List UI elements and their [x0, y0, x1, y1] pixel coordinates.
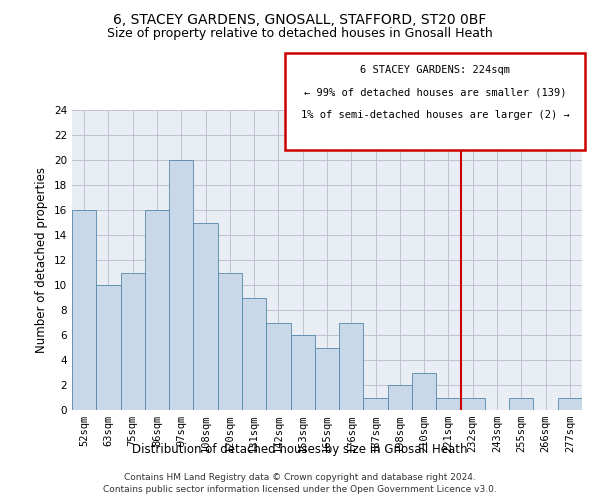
Bar: [242, 298, 266, 410]
Bar: [436, 398, 461, 410]
Text: ← 99% of detached houses are smaller (139): ← 99% of detached houses are smaller (13…: [304, 88, 566, 98]
Text: Distribution of detached houses by size in Gnosall Heath: Distribution of detached houses by size …: [132, 442, 468, 456]
Bar: [339, 322, 364, 410]
Bar: [509, 398, 533, 410]
Bar: [558, 398, 582, 410]
Text: 1% of semi-detached houses are larger (2) →: 1% of semi-detached houses are larger (2…: [301, 110, 569, 120]
Bar: [72, 210, 96, 410]
Bar: [266, 322, 290, 410]
Bar: [315, 348, 339, 410]
Text: 6 STACEY GARDENS: 224sqm: 6 STACEY GARDENS: 224sqm: [360, 65, 510, 75]
Bar: [121, 272, 145, 410]
Text: 6, STACEY GARDENS, GNOSALL, STAFFORD, ST20 0BF: 6, STACEY GARDENS, GNOSALL, STAFFORD, ST…: [113, 12, 487, 26]
Y-axis label: Number of detached properties: Number of detached properties: [35, 167, 49, 353]
Bar: [193, 222, 218, 410]
Bar: [388, 385, 412, 410]
Bar: [96, 285, 121, 410]
Bar: [364, 398, 388, 410]
Bar: [169, 160, 193, 410]
Bar: [218, 272, 242, 410]
Text: Contains HM Land Registry data © Crown copyright and database right 2024.: Contains HM Land Registry data © Crown c…: [124, 472, 476, 482]
Bar: [290, 335, 315, 410]
Bar: [145, 210, 169, 410]
Text: Size of property relative to detached houses in Gnosall Heath: Size of property relative to detached ho…: [107, 28, 493, 40]
Bar: [412, 372, 436, 410]
Text: Contains public sector information licensed under the Open Government Licence v3: Contains public sector information licen…: [103, 485, 497, 494]
Bar: [461, 398, 485, 410]
